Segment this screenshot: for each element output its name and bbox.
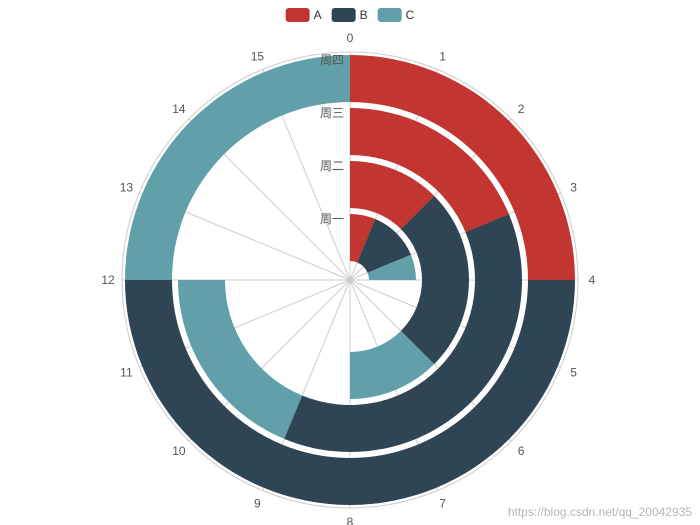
watermark: https://blog.csdn.net/qq_20042935 (508, 505, 692, 519)
radius-label: 周二 (320, 159, 344, 173)
angle-label: 1 (439, 49, 446, 63)
angle-label: 12 (101, 273, 115, 287)
angle-label: 2 (518, 102, 525, 116)
angle-label: 6 (518, 444, 525, 458)
angle-label: 4 (589, 273, 596, 287)
angle-label: 7 (439, 497, 446, 511)
angle-label: 11 (120, 366, 133, 380)
angle-label: 10 (172, 444, 186, 458)
radius-label: 周四 (320, 53, 344, 67)
angle-label: 0 (347, 31, 354, 45)
radius-label: 周一 (320, 212, 344, 226)
angle-label: 3 (570, 180, 577, 194)
angle-label: 14 (172, 102, 186, 116)
angle-label: 9 (254, 497, 261, 511)
angle-label: 15 (251, 49, 265, 63)
polar-chart: 0123456789101112131415周一周二周三周四 (0, 0, 700, 525)
angle-label: 13 (120, 180, 134, 194)
angle-label: 8 (347, 515, 354, 525)
angle-label: 5 (570, 366, 577, 380)
radius-label: 周三 (320, 106, 344, 120)
